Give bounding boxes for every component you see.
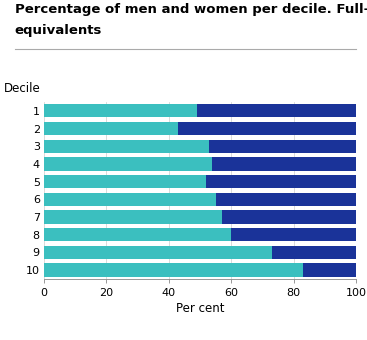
- Bar: [212, 157, 356, 171]
- Bar: [44, 192, 215, 206]
- Bar: [44, 104, 197, 118]
- Bar: [178, 122, 356, 135]
- Bar: [209, 140, 356, 153]
- Bar: [44, 140, 209, 153]
- Bar: [197, 104, 356, 118]
- X-axis label: Per cent: Per cent: [176, 302, 224, 315]
- Bar: [44, 228, 231, 241]
- Bar: [215, 192, 356, 206]
- Text: equivalents: equivalents: [15, 24, 102, 37]
- Legend: Men, Women: Men, Women: [131, 338, 269, 340]
- Bar: [44, 264, 303, 277]
- Text: Percentage of men and women per decile. Full-time: Percentage of men and women per decile. …: [15, 3, 367, 16]
- Bar: [303, 264, 356, 277]
- Bar: [44, 245, 272, 259]
- Bar: [44, 175, 206, 188]
- Bar: [231, 228, 356, 241]
- Bar: [44, 210, 222, 224]
- Bar: [44, 157, 212, 171]
- Bar: [206, 175, 356, 188]
- Bar: [222, 210, 356, 224]
- Bar: [272, 245, 356, 259]
- Text: Decile: Decile: [4, 82, 41, 95]
- Bar: [44, 122, 178, 135]
